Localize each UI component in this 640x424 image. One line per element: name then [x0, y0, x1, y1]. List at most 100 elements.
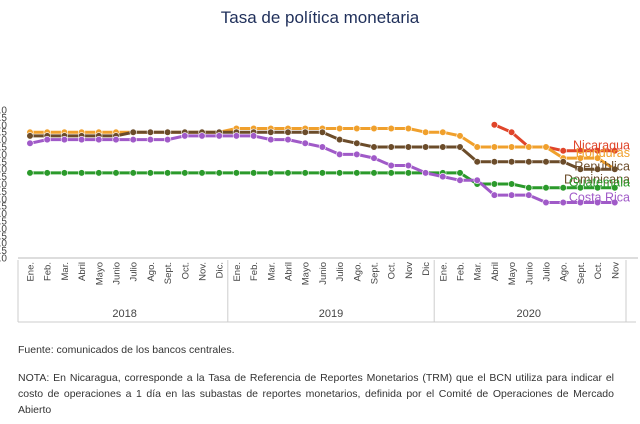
y-tick-label: 7.0: [0, 150, 7, 161]
data-point: [490, 143, 499, 151]
data-point: [576, 147, 585, 155]
x-tick-label: Ene.: [26, 262, 37, 282]
data-point: [439, 143, 447, 151]
data-point: [473, 158, 481, 166]
y-tick-label: 7.5: [0, 143, 7, 154]
data-point: [77, 169, 86, 177]
data-point: [301, 128, 309, 136]
y-tick-label: 2.0: [0, 224, 7, 235]
data-point: [370, 154, 378, 162]
y-tick-label: 2.5: [0, 217, 7, 228]
data-point: [318, 143, 327, 151]
legend-label: República: [574, 160, 630, 174]
data-point: [404, 169, 413, 177]
y-tick-label: 0.0: [0, 254, 7, 265]
y-tick-label: 6.5: [0, 157, 7, 168]
data-point: [43, 169, 51, 177]
x-tick-label: Oct.: [593, 262, 604, 279]
data-point: [146, 128, 154, 136]
x-tick-label: Mayo: [507, 262, 518, 285]
data-point: [267, 136, 275, 144]
data-point: [250, 132, 258, 140]
x-tick-label: Dic.: [215, 262, 226, 278]
data-point: [490, 191, 499, 199]
data-point: [387, 124, 395, 133]
data-point: [164, 169, 172, 177]
x-tick-label: Junio: [112, 262, 123, 285]
data-point: [387, 169, 395, 177]
data-point: [370, 143, 378, 151]
data-point: [215, 132, 223, 140]
data-point: [611, 198, 619, 207]
y-tick-label: 0.5: [0, 246, 7, 257]
data-point: [422, 143, 430, 151]
chart-title: Tasa de política monetaria: [220, 8, 420, 27]
data-point: [129, 136, 137, 144]
x-tick-label: Nov: [610, 262, 621, 279]
data-point: [439, 173, 447, 181]
data-point: [301, 169, 309, 177]
data-point: [559, 158, 567, 166]
data-point: [439, 128, 447, 136]
data-point: [284, 128, 292, 136]
data-point: [387, 161, 395, 170]
legend-label: Nicaragua: [573, 139, 630, 153]
y-tick-label: 4.5: [0, 187, 7, 198]
data-point: [198, 169, 206, 177]
data-point: [95, 136, 103, 144]
x-tick-label: Ago.: [146, 262, 157, 282]
data-point: [198, 132, 206, 140]
data-point: [525, 158, 533, 166]
data-point: [559, 198, 567, 207]
data-point: [508, 143, 516, 151]
data-point: [353, 124, 361, 133]
x-tick-label: Ago.: [559, 262, 570, 282]
year-label: 2019: [319, 308, 343, 320]
x-tick-label: Abril: [284, 262, 295, 281]
data-point: [490, 180, 499, 188]
data-point: [593, 154, 602, 162]
data-point: [318, 128, 327, 136]
data-point: [60, 136, 69, 144]
footnote: NOTA: En Nicaragua, corresponde a la Tas…: [18, 372, 614, 416]
data-point: [576, 184, 585, 192]
data-point: [146, 136, 154, 144]
data-point: [611, 147, 619, 155]
data-point: [336, 136, 344, 144]
data-point: [593, 198, 602, 207]
data-point: [164, 128, 172, 136]
x-tick-label: Feb.: [249, 262, 260, 281]
x-tick-label: Oct.: [180, 262, 191, 279]
x-tick-label: Ago.: [352, 262, 363, 282]
data-point: [422, 169, 430, 177]
legend-label: Honduras: [576, 146, 630, 160]
data-point: [611, 165, 619, 173]
year-label: 2020: [517, 308, 541, 320]
data-point: [353, 169, 361, 177]
x-tick-label: Dic: [421, 262, 432, 276]
data-point: [473, 176, 481, 184]
y-tick-label: 1.5: [0, 231, 7, 242]
x-tick-label: Abril: [490, 262, 501, 281]
data-point: [370, 124, 378, 133]
data-point: [542, 143, 550, 151]
data-point: [43, 136, 51, 144]
data-point: [576, 165, 585, 173]
data-point: [215, 169, 223, 177]
data-point: [525, 191, 533, 199]
data-point: [387, 143, 395, 151]
data-point: [336, 150, 344, 158]
data-point: [576, 198, 585, 207]
data-point: [336, 124, 344, 133]
x-tick-label: Mar.: [60, 262, 71, 280]
data-point: [267, 169, 275, 177]
data-point: [232, 169, 240, 177]
y-tick-label: 10.0: [0, 106, 7, 117]
data-point: [301, 139, 309, 147]
x-tick-label: Feb.: [456, 262, 467, 281]
x-tick-label: Nov.: [198, 262, 209, 281]
data-point: [542, 158, 550, 166]
data-point: [318, 169, 327, 177]
y-tick-label: 1.0: [0, 239, 7, 250]
data-point: [146, 169, 154, 177]
